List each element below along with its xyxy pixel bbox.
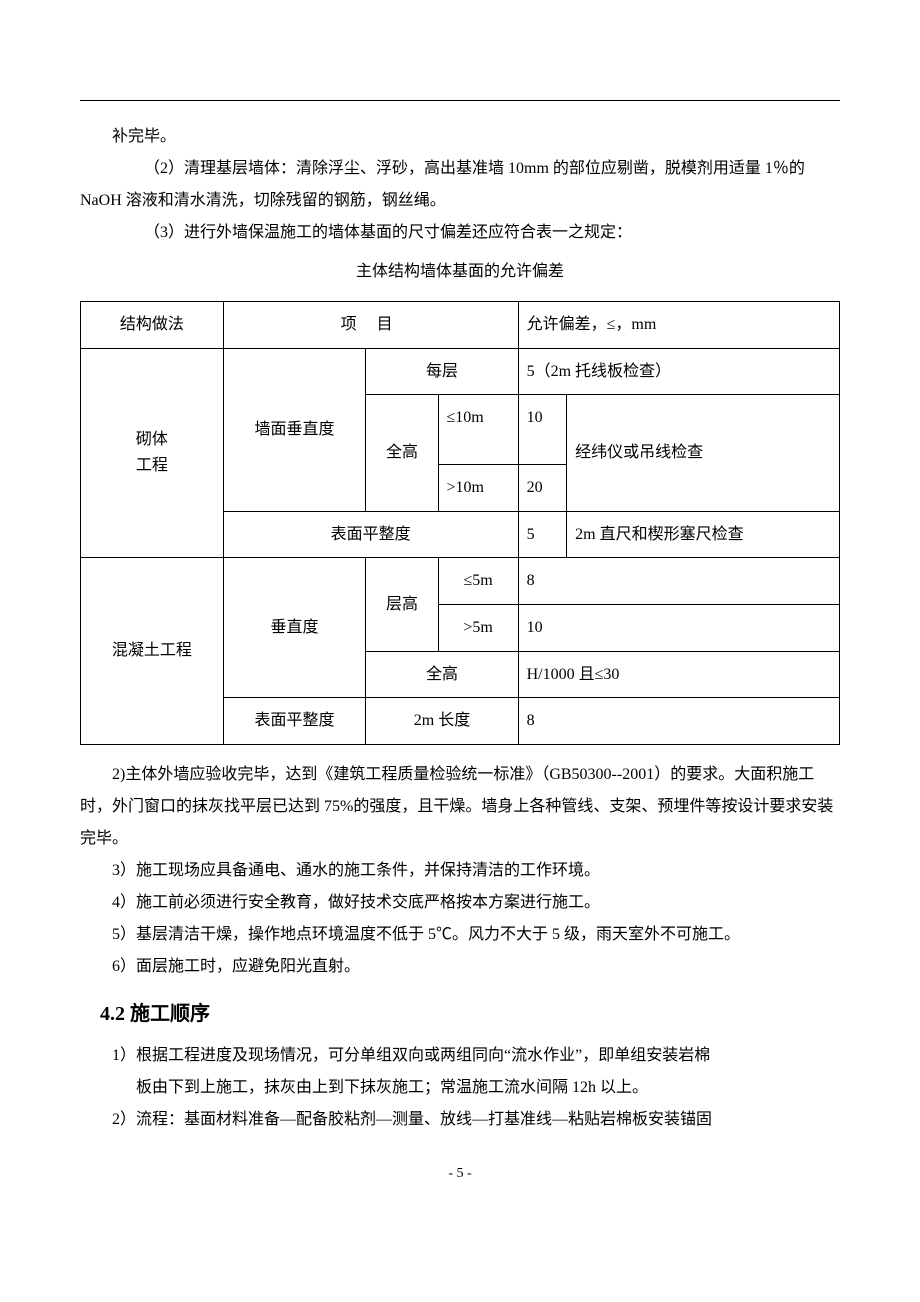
table-header-row: 结构做法 项 目 允许偏差，≤，mm <box>81 302 840 349</box>
horizontal-rule <box>80 100 840 101</box>
cell-check-method: 经纬仪或吊线检查 <box>567 395 840 512</box>
cell-verticality: 垂直度 <box>223 558 366 698</box>
masonry-label-2: 工程 <box>89 453 215 479</box>
note-2: 2)主体外墙应验收完毕，达到《建筑工程质量检验统一标准》（GB50300--20… <box>80 759 840 855</box>
deviation-table: 结构做法 项 目 允许偏差，≤，mm 砌体 工程 墙面垂直度 每层 5（2m 托… <box>80 301 840 745</box>
cell-wall-verticality: 墙面垂直度 <box>223 348 366 511</box>
table-row: 混凝土工程 垂直度 层高 ≤5m 8 <box>81 558 840 605</box>
cell-le5-val: 8 <box>518 558 839 605</box>
seq-1b: 板由下到上施工，抹灰由上到下抹灰施工；常温施工流水间隔 12h 以上。 <box>136 1072 840 1104</box>
cell-full-height: 全高 <box>366 395 438 512</box>
cell-le10-val: 10 <box>518 395 567 465</box>
cell-per-floor: 每层 <box>366 348 518 395</box>
paragraph-item-3: （3）进行外墙保温施工的墙体基面的尺寸偏差还应符合表一之规定： <box>80 217 840 249</box>
cell-flatness-val: 5 <box>518 511 567 558</box>
cell-le5: ≤5m <box>438 558 518 605</box>
masonry-label-1: 砌体 <box>89 427 215 453</box>
cell-le10: ≤10m <box>438 395 518 465</box>
cell-flatness-2-val: 8 <box>518 698 839 745</box>
paragraph-item-2: （2）清理基层墙体：清除浮尘、浮砂，高出基准墙 10mm 的部位应剔凿，脱模剂用… <box>80 153 840 217</box>
th-item: 项 目 <box>223 302 518 349</box>
cell-per-floor-val: 5（2m 托线板检查） <box>518 348 839 395</box>
cell-gt10-val: 20 <box>518 465 567 512</box>
cell-gt5: >5m <box>438 604 518 651</box>
note-4: 4）施工前必须进行安全教育，做好技术交底严格按本方案进行施工。 <box>80 887 840 919</box>
cell-full-height-2: 全高 <box>366 651 518 698</box>
cell-masonry: 砌体 工程 <box>81 348 224 558</box>
seq-2: 2）流程：基面材料准备—配备胶粘剂—测量、放线—打基准线—粘贴岩棉板安装锚固 <box>112 1104 840 1136</box>
note-6: 6）面层施工时，应避免阳光直射。 <box>80 951 840 983</box>
cell-floor-height: 层高 <box>366 558 438 651</box>
cell-flatness-method: 2m 直尺和楔形塞尺检查 <box>567 511 840 558</box>
cell-flatness-len: 2m 长度 <box>366 698 518 745</box>
table-caption: 主体结构墙体基面的允许偏差 <box>80 257 840 281</box>
cell-flatness: 表面平整度 <box>223 511 518 558</box>
cell-full-height-2-val: H/1000 且≤30 <box>518 651 839 698</box>
cell-flatness-2: 表面平整度 <box>223 698 366 745</box>
seq-1a: 1）根据工程进度及现场情况，可分单组双向或两组同向“流水作业”，即单组安装岩棉 <box>112 1040 840 1072</box>
page-number: - 5 - <box>80 1166 840 1182</box>
cell-gt5-val: 10 <box>518 604 839 651</box>
cell-gt10: >10m <box>438 465 518 512</box>
table-row: 砌体 工程 墙面垂直度 每层 5（2m 托线板检查） <box>81 348 840 395</box>
th-structure: 结构做法 <box>81 302 224 349</box>
th-tolerance: 允许偏差，≤，mm <box>518 302 839 349</box>
cell-concrete: 混凝土工程 <box>81 558 224 744</box>
paragraph-continuation: 补完毕。 <box>80 121 840 153</box>
section-4-2-title: 4.2 施工顺序 <box>100 997 840 1026</box>
note-5: 5）基层清洁干燥，操作地点环境温度不低于 5℃。风力不大于 5 级，雨天室外不可… <box>80 919 840 951</box>
note-3: 3）施工现场应具备通电、通水的施工条件，并保持清洁的工作环境。 <box>80 855 840 887</box>
